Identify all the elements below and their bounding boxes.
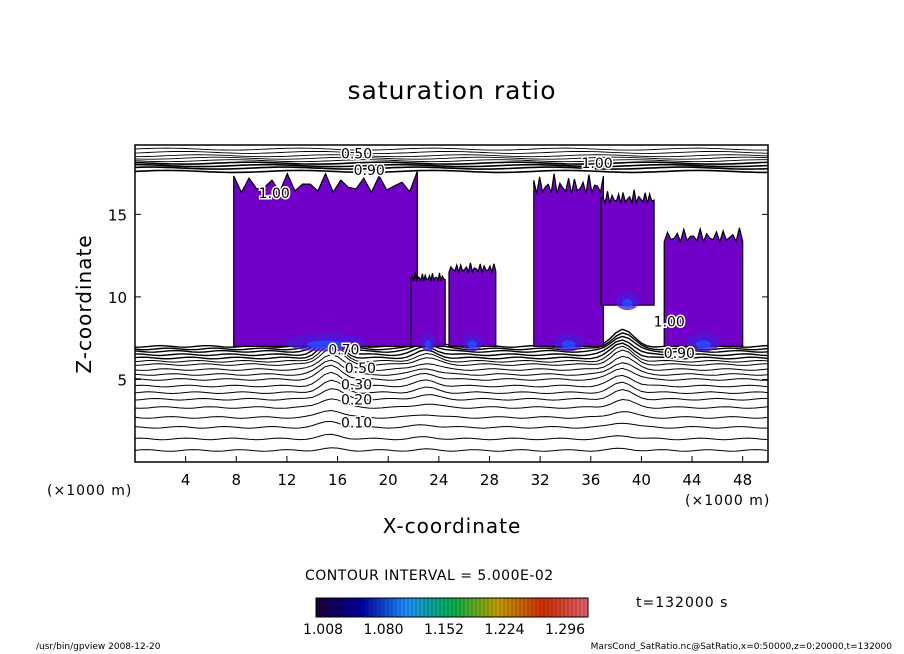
saturation-peak [561, 340, 576, 349]
contour-line [135, 329, 768, 351]
colorbar-tick-label: 1.296 [544, 622, 586, 638]
x-tick-label: 20 [379, 471, 398, 489]
contour-line [135, 332, 768, 353]
contour-label: 0.70 [328, 343, 359, 359]
colorbar-tick-label: 1.080 [363, 622, 404, 638]
contour-line [135, 156, 768, 160]
y-tick-label: 15 [108, 206, 127, 224]
contour-line [135, 166, 768, 170]
contour-line [135, 364, 768, 381]
y-tick-label: 10 [108, 289, 127, 307]
contour-label: 0.50 [345, 361, 376, 377]
x-tick-label: 28 [480, 471, 499, 489]
x-tick-label: 12 [277, 471, 296, 489]
contour-line [135, 433, 768, 441]
contour-labels: 0.500.901.001.001.000.700.500.300.200.10… [257, 145, 696, 433]
contour-line [135, 353, 768, 371]
y-axis-label: Z-coordinate [72, 234, 96, 374]
x-axis-label: X-coordinate [382, 514, 522, 538]
y-tick-label: 5 [117, 371, 127, 389]
contour-line [135, 359, 768, 376]
saturation-peak [467, 340, 478, 349]
contour-line [135, 409, 768, 419]
x-tick-label: 36 [581, 471, 600, 489]
x-tick-label: 40 [632, 471, 651, 489]
contour-interval-text: CONTOUR INTERVAL = 5.000E-02 [305, 568, 554, 584]
contour-line [135, 379, 768, 395]
contour-line [135, 338, 768, 360]
contour-line [135, 398, 768, 409]
contour-line [135, 154, 768, 158]
x-tick-label: 24 [429, 471, 448, 489]
colorbar-tick-label: 1.152 [423, 622, 465, 638]
footer-right: MarsCond_SatRatio.nc@SatRatio,x=0:50000,… [590, 642, 892, 652]
colorbar-stripes [319, 598, 585, 617]
contour-line [135, 169, 768, 174]
contour-label: 1.00 [582, 156, 613, 172]
colorbar-tick-label: 1.008 [302, 622, 344, 638]
saturation-peak [695, 340, 712, 349]
supersaturated-region [600, 189, 655, 306]
chart-title: saturation ratio [347, 76, 557, 105]
contour-line [135, 150, 768, 154]
contour-line [135, 347, 768, 366]
x-tick-label: 48 [733, 471, 752, 489]
contour-line [135, 342, 768, 363]
saturation-peak [424, 340, 432, 349]
contour-label: 0.50 [341, 146, 372, 162]
contour-line [135, 420, 768, 429]
x-tick-label: 32 [531, 471, 550, 489]
x-tick-label: 44 [682, 471, 701, 489]
contour-line [135, 388, 768, 401]
contour-label: 0.20 [341, 392, 372, 408]
footer-left: /usr/bin/gpview 2008-12-20 [36, 642, 161, 652]
contour-line [135, 371, 768, 388]
x-unit-label-right: (×1000 m) [685, 493, 771, 509]
plot-frame [134, 144, 769, 463]
contour-line [135, 159, 768, 163]
time-label: t=132000 s [636, 595, 729, 611]
contour-line [135, 161, 768, 165]
x-unit-label-left: (×1000 m) [47, 483, 133, 499]
x-axis: 4 8 12 16 20 24 28 32 36 40 44 48 [181, 456, 752, 489]
x-tick-label: 4 [181, 471, 191, 489]
contour-label: 0.30 [341, 377, 372, 393]
x-tick-label: 8 [232, 471, 242, 489]
contour-label: 0.90 [354, 163, 385, 179]
saturation-peak [622, 299, 633, 308]
supersaturated-region [533, 173, 605, 347]
contour-label: 0.90 [664, 346, 695, 362]
saturation-peak [307, 340, 344, 349]
contour-line [135, 335, 768, 357]
contour-label: 0.10 [341, 415, 372, 431]
colorbar-tick-label: 1.224 [484, 622, 525, 638]
contour-label: 1.00 [654, 315, 685, 331]
contour-line [135, 447, 768, 452]
supersaturation-fill [233, 171, 744, 352]
contour-line [135, 163, 768, 168]
contour-line [135, 147, 768, 151]
x-tick-label: 16 [328, 471, 347, 489]
y-axis: 5 10 15 [108, 206, 768, 389]
contour-label: 1.00 [259, 186, 290, 202]
